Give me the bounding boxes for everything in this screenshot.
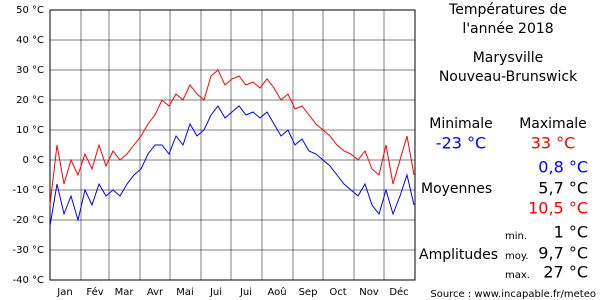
y-tick-label: -10 °C [13,185,45,196]
stat-value: 1 °C [554,223,588,242]
temperature-line [49,69,415,206]
stat-value: 27 °C [543,263,588,282]
x-tick-label: Jui [239,287,252,298]
y-tick-label: -20 °C [13,215,45,226]
x-tick-label: Aoû [267,286,286,298]
location: Marysville [473,50,544,66]
plot-frame [49,9,416,281]
x-tick-label: Oct [329,287,346,298]
stat-label: Minimale [429,116,492,132]
source: Source : www.incapable.fr/meteo [430,289,596,300]
x-tick-label: Nov [359,287,379,298]
x-tick-label: Fév [86,286,103,298]
y-tick-label: 0 °C [22,155,44,166]
y-tick-label: 50 °C [16,5,44,16]
x-tick-label: Déc [389,286,408,298]
location: Nouveau-Brunswick [439,69,578,85]
y-tick-label: 40 °C [16,35,44,46]
title: l'année 2018 [462,21,553,37]
stat-value: 33 °C [531,134,576,153]
plot [49,9,415,281]
title: Températures de [448,2,567,18]
stat-label: Moyennes [421,181,492,197]
x-tick-label: Avr [147,287,164,298]
stat-label: Maximale [519,116,587,132]
stat-value: 0,8 °C [538,158,588,177]
x-tick-label: Sep [299,287,318,298]
x-tick-label: Mar [115,287,135,298]
stat-label: moy. [505,251,529,262]
y-tick-label: -40 °C [13,275,45,286]
x-tick-label: Jan [56,287,72,298]
stat-value: -23 °C [436,134,486,153]
temperature-line [49,105,415,227]
y-tick-label: 20 °C [16,95,44,106]
stat-value: 9,7 °C [538,244,588,263]
stat-label: max. [505,270,530,281]
stat-label: min. [505,231,527,242]
stat-value: 10,5 °C [528,199,588,218]
stat-value: 5,7 °C [538,179,588,198]
y-tick-label: 30 °C [16,65,44,76]
stat-label: Amplitudes [419,247,498,263]
x-tick-label: Jui [209,287,222,298]
x-tick-label: Mai [176,287,194,298]
y-tick-label: 10 °C [16,125,44,136]
y-tick-label: -30 °C [13,245,45,256]
